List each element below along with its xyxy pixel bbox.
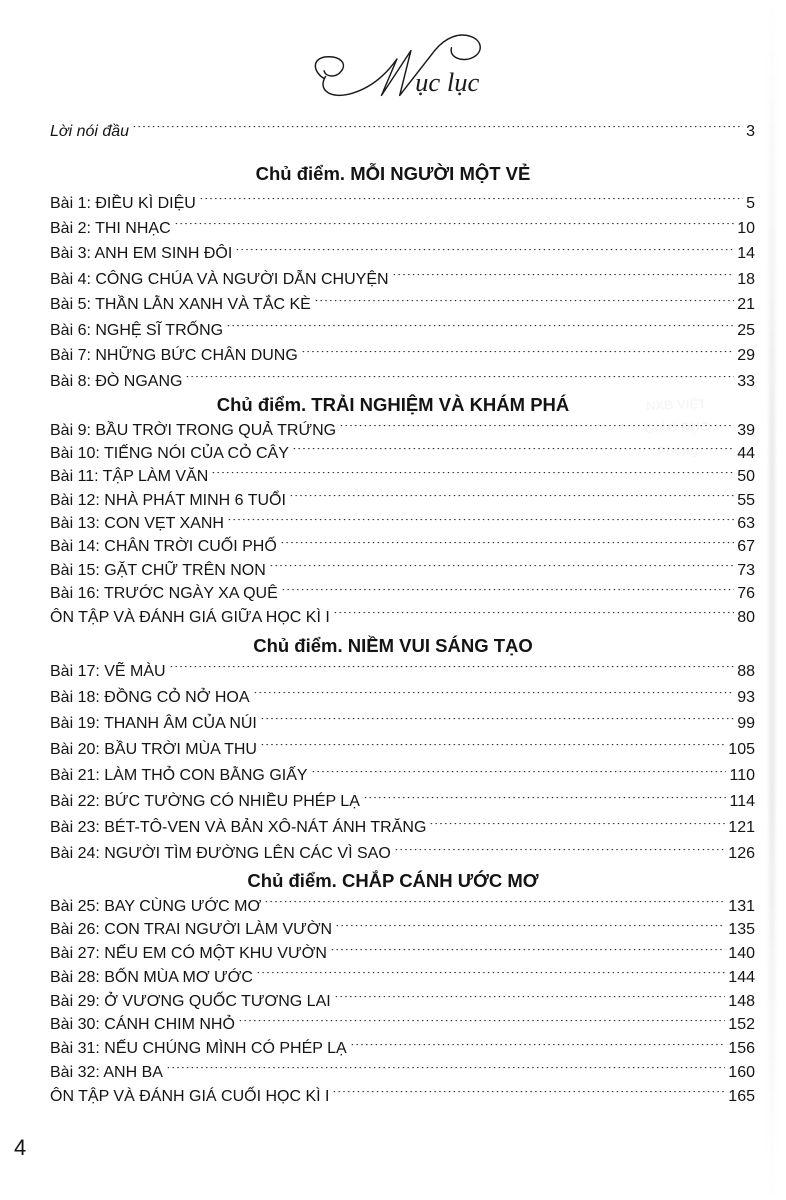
svg-text:ục lục: ục lục [415,67,479,97]
